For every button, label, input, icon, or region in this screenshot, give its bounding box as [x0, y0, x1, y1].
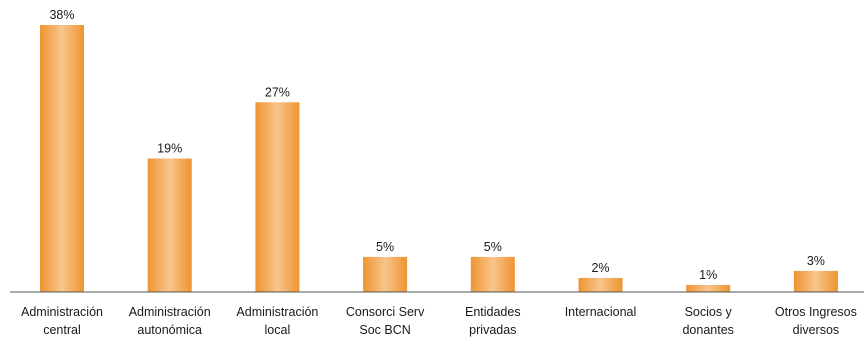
category-label-line: local [265, 323, 291, 337]
category-label-5: Internacional [565, 305, 637, 319]
bar-7 [793, 270, 838, 292]
bar-3 [363, 256, 408, 292]
category-label-2: Administración local [236, 305, 318, 337]
value-label-2: 27% [265, 85, 290, 99]
bar-5 [578, 277, 623, 292]
bar-4 [470, 256, 515, 292]
category-label-line: Soc BCN [359, 323, 410, 337]
category-label-line: diversos [793, 323, 840, 337]
category-label-line: Entidades [465, 305, 521, 319]
value-label-4: 5% [484, 240, 502, 254]
category-label-line: Consorci Serv [346, 305, 425, 319]
value-label-6: 1% [699, 268, 717, 282]
value-label-3: 5% [376, 240, 394, 254]
category-labels-group: Administración central Administración auton… [21, 305, 857, 337]
category-label-7: Otros Ingresos diversos [775, 305, 857, 337]
value-label-1: 19% [157, 142, 182, 156]
category-label-line: Administración [129, 305, 211, 319]
category-label-1: Administración autonómica [129, 305, 211, 337]
bar-1 [147, 158, 192, 292]
category-label-line: Otros Ingresos [775, 305, 857, 319]
category-label-line: Administración [236, 305, 318, 319]
value-label-0: 38% [49, 8, 74, 22]
bar-6 [686, 285, 731, 292]
bar-2 [255, 102, 300, 292]
value-label-7: 3% [807, 254, 825, 268]
category-label-line: donantes [682, 323, 733, 337]
category-label-line: Administración [21, 305, 103, 319]
category-label-line: Socios y [685, 305, 733, 319]
category-label-line: autonómica [137, 323, 202, 337]
value-label-5: 2% [591, 261, 609, 275]
bars-group [40, 25, 838, 292]
category-label-6: Socios y donantes [682, 305, 733, 337]
category-label-line: Internacional [565, 305, 637, 319]
category-label-line: central [43, 323, 81, 337]
category-label-4: Entidades privadas [465, 305, 521, 337]
category-label-3: Consorci Serv Soc BCN [346, 305, 425, 337]
category-label-line: privadas [469, 323, 516, 337]
bar-0 [40, 25, 84, 292]
value-labels-group: 38% 19% 27% 5% 5% 2% 1% 3% [49, 8, 824, 282]
category-label-0: Administración central [21, 305, 103, 337]
